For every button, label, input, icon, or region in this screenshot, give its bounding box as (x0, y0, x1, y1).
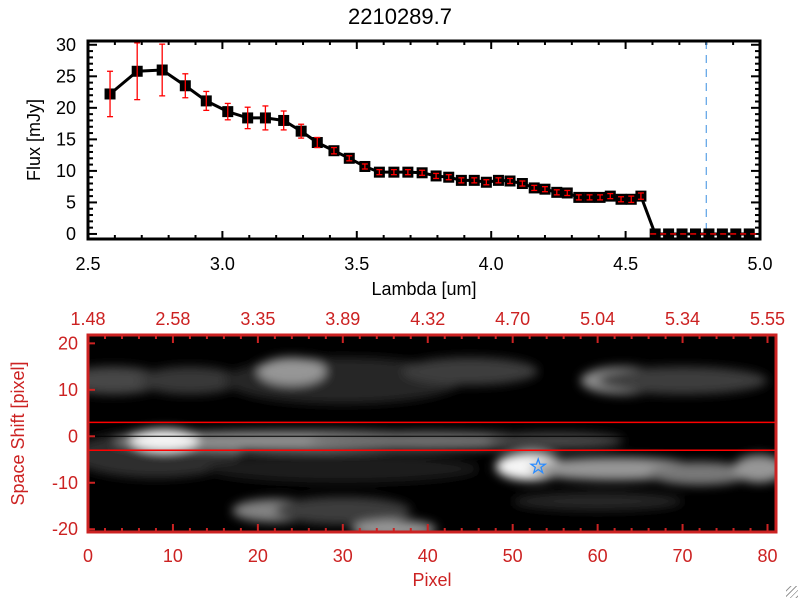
image-blob (648, 461, 751, 486)
x-tick-label: 3.0 (210, 254, 235, 274)
plot-frame (86, 39, 762, 241)
x-tick-label: 3.5 (344, 254, 369, 274)
top-x-tick-label: 1.48 (70, 309, 105, 329)
x-tick-label: 4.0 (479, 254, 504, 274)
y-axis-label: Space Shift [pixel] (8, 361, 28, 505)
y-tick-label: 5 (66, 192, 76, 212)
x-tick-label: 20 (248, 546, 268, 566)
y-tick-label: 10 (58, 380, 78, 400)
top-x-tick-label: 5.55 (750, 309, 785, 329)
x-tick-label: 50 (503, 546, 523, 566)
top-x-tick-label: 5.34 (665, 309, 700, 329)
y-tick-label: -10 (52, 473, 78, 493)
image-blob (138, 366, 241, 395)
spectral-image-plot: 0 10 20 30 40 50 60 70 80 1.48 2.58 3.35 3.89 4.32 4.7… (8, 309, 785, 590)
spectral-image (88, 357, 776, 532)
y-tick-label: 30 (56, 35, 76, 55)
x-tick-label: 4.5 (613, 254, 638, 274)
x-tick-label: 5.0 (747, 254, 772, 274)
x-tick-label: 80 (757, 546, 777, 566)
y-tick-label: 20 (58, 333, 78, 353)
top-x-tick-label: 3.35 (240, 309, 275, 329)
image-blob (130, 428, 199, 452)
y-axis-label: Flux [mJy] (24, 99, 44, 181)
x-tick-label: 0 (83, 546, 93, 566)
y-tick-label: 25 (56, 66, 76, 86)
x-axis-label: Pixel (412, 570, 451, 590)
x-tick-label: 10 (163, 546, 183, 566)
top-x-tick-label: 5.04 (580, 309, 615, 329)
image-blob (351, 519, 437, 532)
x-tick-label: 60 (588, 546, 608, 566)
y-tick-label: 20 (56, 98, 76, 118)
image-frame (86, 333, 778, 534)
x-tick-label: 30 (333, 546, 353, 566)
image-blob (88, 366, 165, 395)
spectrum-plot: 2.5 3.0 3.5 4.0 4.5 5.0 0 5 10 15 20 25 30 Lambda [um… (24, 35, 773, 299)
x-tick-label: 2.5 (75, 254, 100, 274)
y-tick-label: 0 (68, 426, 78, 446)
x-tick-label: 40 (418, 546, 438, 566)
y-tick-label: 15 (56, 129, 76, 149)
image-blob (274, 496, 411, 525)
image-blob (206, 454, 479, 483)
image-blob (512, 492, 683, 511)
chart-title: 2210289.7 (348, 4, 452, 29)
top-x-tick-label: 2.58 (155, 309, 190, 329)
top-x-tick-label: 3.89 (325, 309, 360, 329)
image-blob (487, 432, 624, 450)
y-tick-label: -20 (52, 519, 78, 539)
x-tick-label: 70 (673, 546, 693, 566)
image-blob (733, 454, 776, 483)
image-blob (257, 357, 326, 386)
image-blob (597, 366, 768, 395)
top-x-tick-label: 4.70 (495, 309, 530, 329)
y-tick-label: 0 (66, 224, 76, 244)
data-point (703, 228, 715, 240)
resize-grip[interactable] (786, 586, 798, 598)
data-point (743, 228, 755, 240)
image-blob (402, 357, 539, 386)
star-icon (529, 456, 548, 475)
x-axis-label: Lambda [um] (371, 279, 476, 299)
image-blobs (88, 357, 776, 532)
y-tick-label: 10 (56, 161, 76, 181)
top-x-tick-label: 4.32 (410, 309, 445, 329)
data-point (663, 228, 675, 240)
